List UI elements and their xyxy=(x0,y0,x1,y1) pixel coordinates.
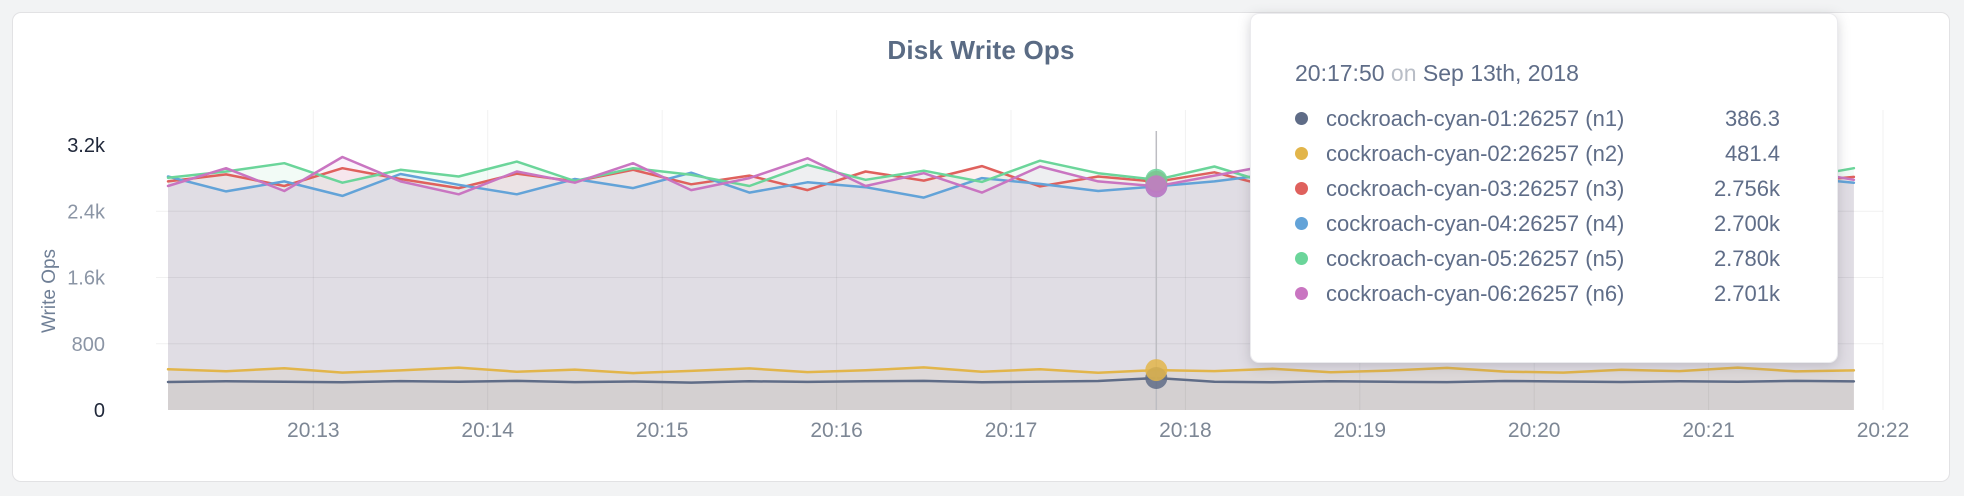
x-axis-tick-label: 20:18 xyxy=(1159,419,1212,442)
x-axis-tick-label: 20:20 xyxy=(1508,419,1561,442)
tooltip-conjunction: on xyxy=(1390,60,1417,86)
tooltip-series-row: cockroach-cyan-05:26257 (n5) 2.780k xyxy=(1295,241,1780,276)
series-line-n2 xyxy=(166,366,1856,375)
tooltip-header: 20:17:50 on Sep 13th, 2018 xyxy=(1295,60,1780,92)
series-value: 2.756k xyxy=(1713,175,1780,201)
x-axis-tick-label: 20:16 xyxy=(810,419,863,442)
series-line-n1 xyxy=(166,376,1856,384)
hover-point-n6 xyxy=(1145,175,1168,198)
tooltip-series-row: cockroach-cyan-04:26257 (n4) 2.700k xyxy=(1295,206,1780,241)
series-color-dot-icon xyxy=(1295,112,1308,125)
x-axis-tick-label: 20:22 xyxy=(1857,419,1910,442)
series-value: 386.3 xyxy=(1724,105,1780,131)
series-area-n1 xyxy=(168,378,1854,410)
series-area-n2 xyxy=(168,367,1854,410)
tooltip-series-row: cockroach-cyan-03:26257 (n3) 2.756k xyxy=(1295,171,1780,206)
hover-point-n2 xyxy=(1145,359,1168,382)
x-axis-tick-label: 20:17 xyxy=(985,419,1038,442)
x-axis-tick-label: 20:14 xyxy=(461,419,514,442)
y-axis-tick-label: 800 xyxy=(72,334,105,356)
tooltip-time: 20:17:50 xyxy=(1295,60,1385,86)
series-value: 2.701k xyxy=(1713,280,1780,306)
series-name: cockroach-cyan-06:26257 (n6) xyxy=(1326,280,1625,306)
series-color-dot-icon xyxy=(1295,287,1308,300)
tooltip-date: Sep 13th, 2018 xyxy=(1422,60,1579,86)
series-color-dot-icon xyxy=(1295,217,1308,230)
series-name: cockroach-cyan-01:26257 (n1) xyxy=(1326,105,1625,131)
series-color-dot-icon xyxy=(1295,147,1308,160)
series-color-dot-icon xyxy=(1295,252,1308,265)
y-axis-tick-label: 1.6k xyxy=(67,268,106,290)
x-axis-tick-label: 20:21 xyxy=(1682,419,1735,442)
series-name: cockroach-cyan-03:26257 (n3) xyxy=(1326,175,1625,201)
y-axis-title: Write Ops xyxy=(39,249,60,333)
series-value: 2.780k xyxy=(1713,245,1780,271)
tooltip-series-list: cockroach-cyan-01:26257 (n1) 386.3 cockroa… xyxy=(1295,101,1780,311)
y-axis-tick-label: 3.2k xyxy=(67,135,106,157)
series-name: cockroach-cyan-04:26257 (n4) xyxy=(1326,210,1625,236)
tooltip-series-row: cockroach-cyan-06:26257 (n6) 2.701k xyxy=(1295,276,1780,311)
chart-card: Disk Write Ops 3.2k 2.4k 1.6k 800 0 20:13 20:1… xyxy=(12,12,1950,482)
y-axis-tick-label: 0 xyxy=(94,400,105,422)
tooltip-series-row: cockroach-cyan-01:26257 (n1) 386.3 xyxy=(1295,101,1780,136)
series-value: 2.700k xyxy=(1713,210,1780,236)
y-axis-tick-label: 2.4k xyxy=(67,201,106,223)
series-name: cockroach-cyan-05:26257 (n5) xyxy=(1326,245,1625,271)
chart-title: Disk Write Ops xyxy=(887,35,1075,65)
series-value: 481.4 xyxy=(1724,140,1780,166)
hover-tooltip: 20:17:50 on Sep 13th, 2018 cockroach-cya… xyxy=(1250,13,1838,363)
x-axis-tick-label: 20:13 xyxy=(287,419,340,442)
x-axis-tick-label: 20:19 xyxy=(1334,419,1387,442)
series-color-dot-icon xyxy=(1295,182,1308,195)
tooltip-series-row: cockroach-cyan-02:26257 (n2) 481.4 xyxy=(1295,136,1780,171)
x-axis-tick-label: 20:15 xyxy=(636,419,689,442)
series-name: cockroach-cyan-02:26257 (n2) xyxy=(1326,140,1625,166)
